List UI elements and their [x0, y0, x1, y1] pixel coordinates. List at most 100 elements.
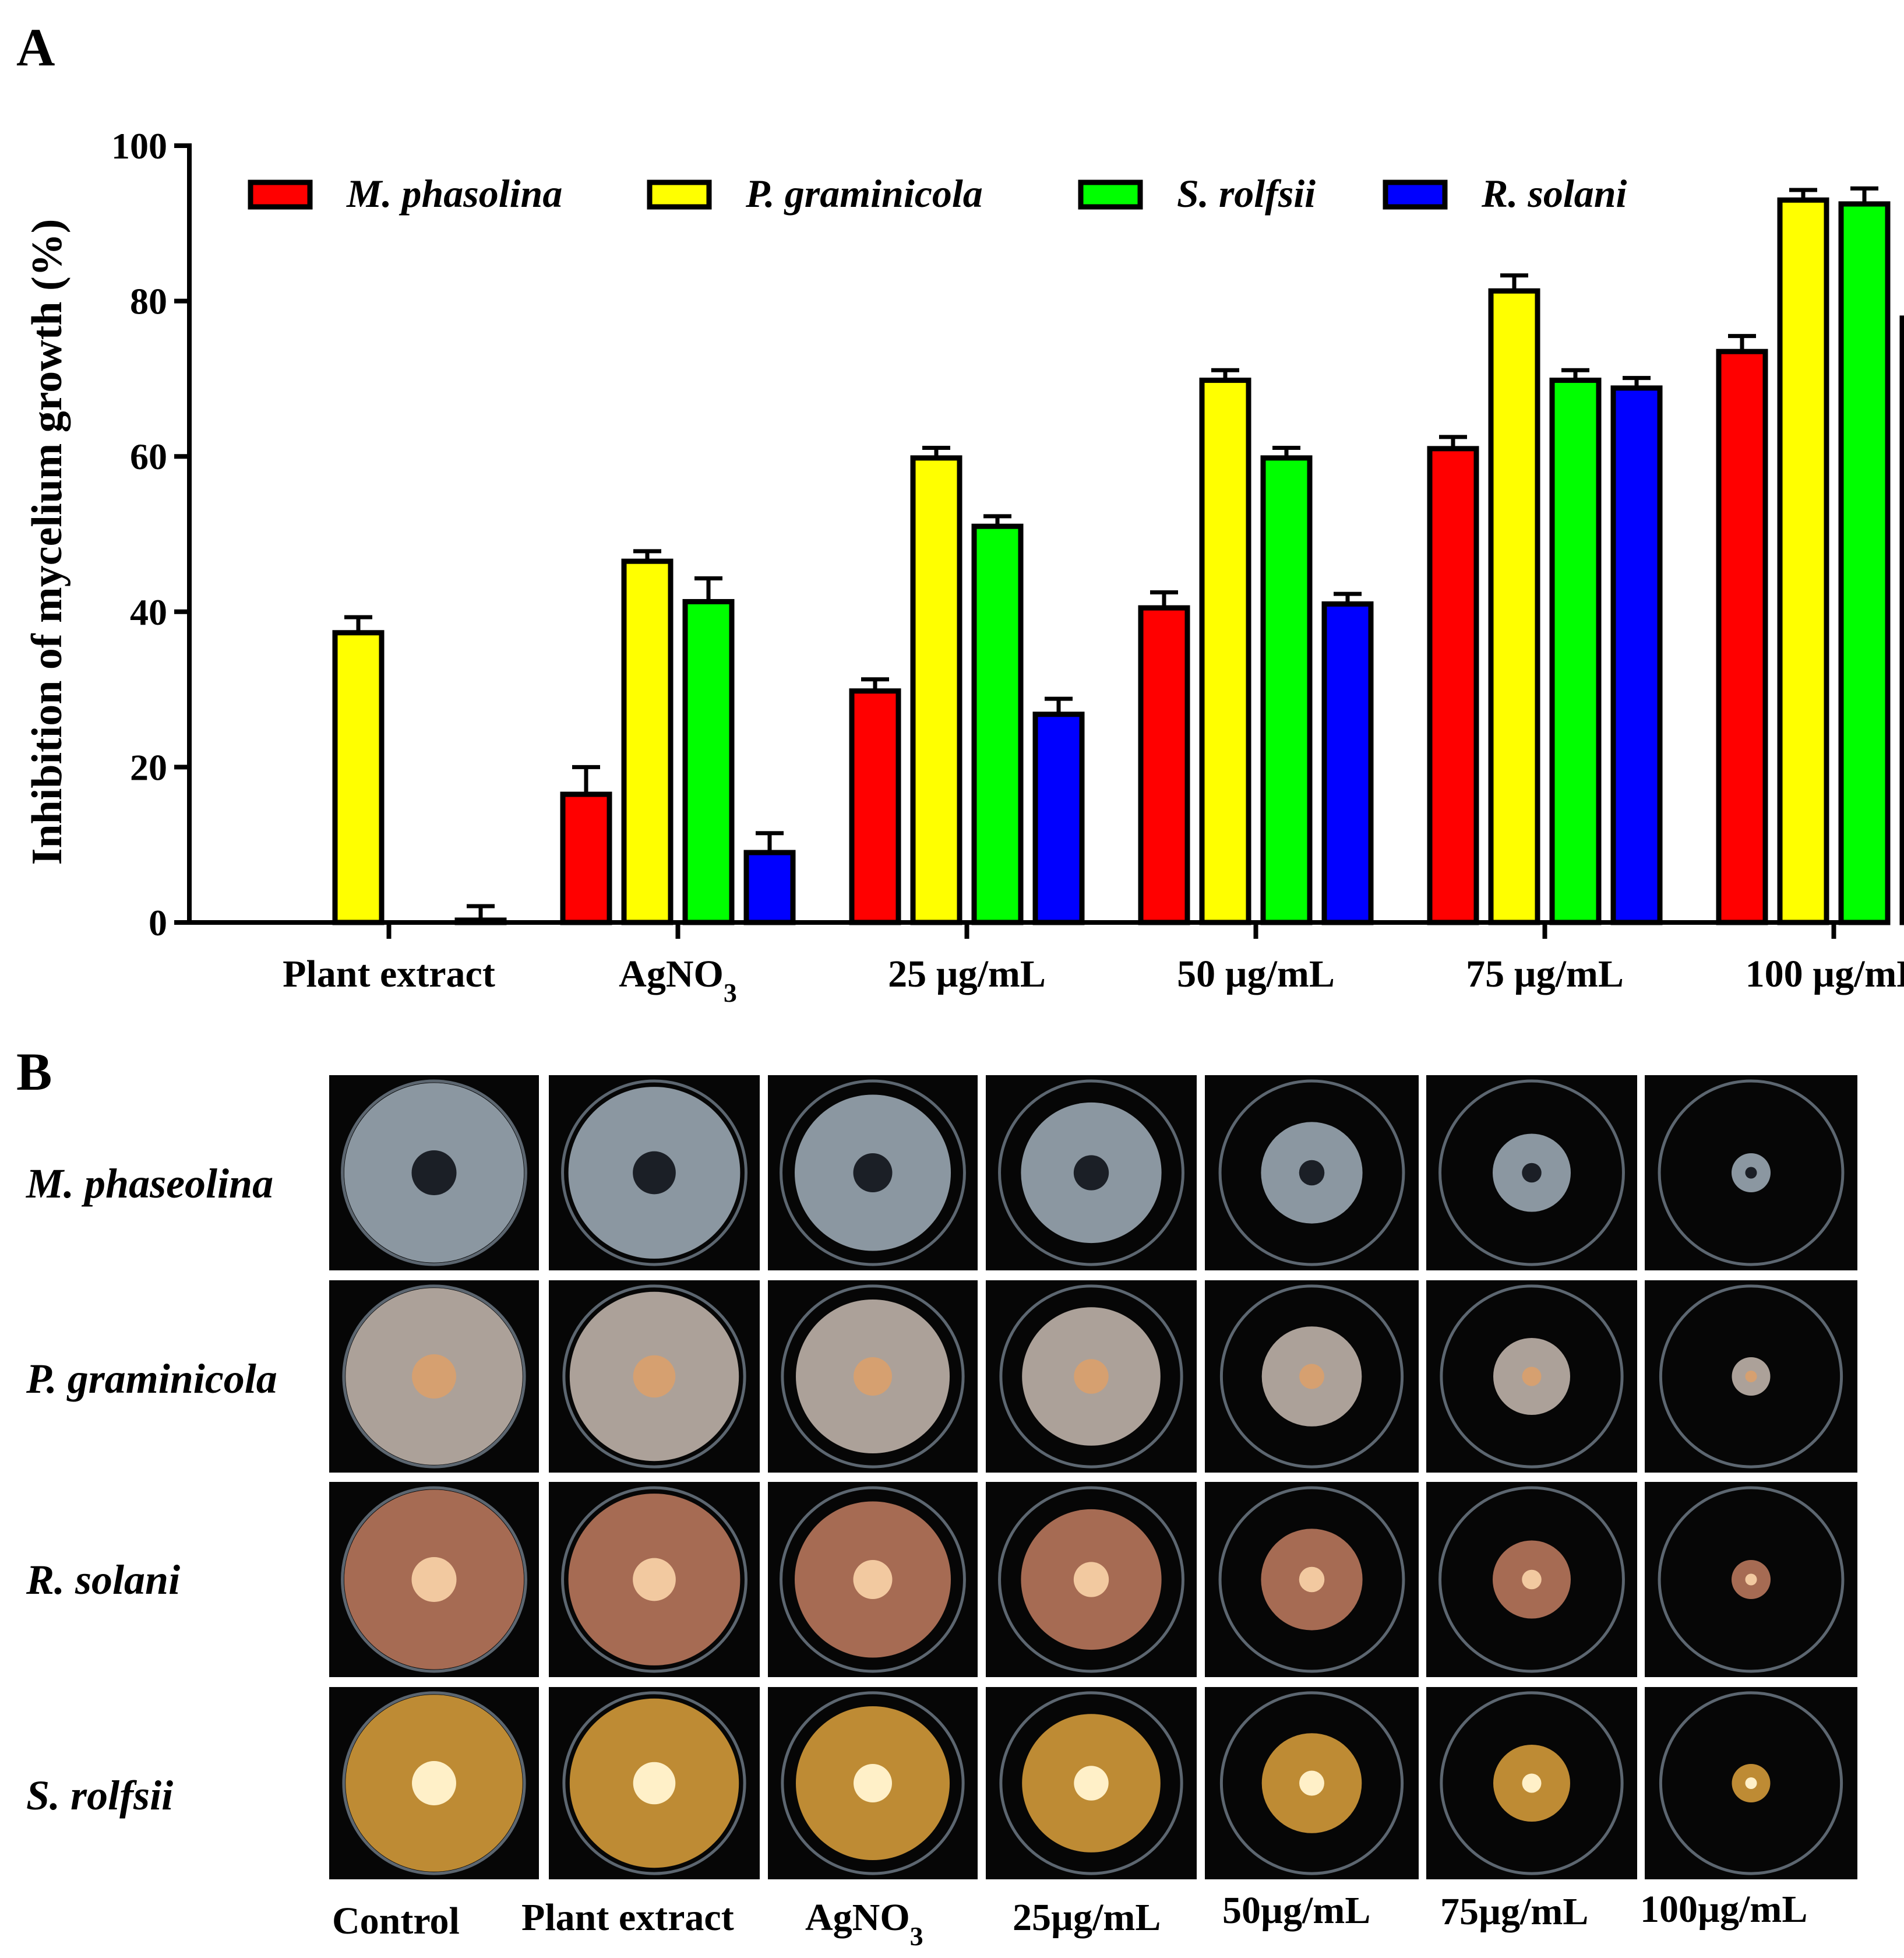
petri-dish-rim	[1658, 1079, 1845, 1266]
petri-dish-rim	[1440, 1691, 1624, 1875]
bar-p-graminicola-1	[621, 558, 674, 925]
x-tick-label: 25 µg/mL	[888, 953, 1046, 995]
colony-center	[854, 1357, 892, 1396]
colony-center	[1074, 1359, 1109, 1394]
legend-swatch	[647, 179, 712, 210]
legend-label: M. phasolina	[346, 171, 562, 216]
colony-center	[411, 1556, 457, 1603]
row-label: M. phaseolina	[26, 1160, 273, 1207]
colony-center	[1522, 1569, 1542, 1590]
legend-swatch	[1383, 179, 1448, 210]
y-axis: 0 20 40 60 80 100	[111, 125, 192, 943]
colony-center	[1299, 1160, 1325, 1186]
colony-center	[1745, 1777, 1757, 1789]
column-label: Plant extract	[521, 1896, 734, 1939]
petri-dish-rim	[1658, 1486, 1845, 1673]
petri-dish-rim	[998, 1079, 1184, 1266]
petri-dish-rim	[342, 1284, 526, 1468]
legend: M. phasolina P. graminicola S. rolfsii R. s…	[248, 171, 1627, 216]
x-tick-label-subscript: 3	[724, 978, 737, 1008]
panel-label-b: B	[16, 1042, 52, 1101]
bar-p-graminicola-3	[1199, 378, 1251, 925]
legend-label: S. rolfsii	[1177, 171, 1316, 216]
colony-center	[1299, 1770, 1324, 1796]
colony-center	[1074, 1766, 1109, 1801]
bar-s-rolfsii-4	[1549, 378, 1602, 925]
colony-center	[1299, 1364, 1324, 1389]
bar-r-solani-3	[1321, 601, 1374, 925]
colony-center	[1745, 1167, 1757, 1179]
x-axis: Plant extract AgNO3 25 µg/mL 50 µg/mL 75 µg/…	[187, 920, 1904, 1008]
petri-dish-rim	[561, 1079, 748, 1266]
bar-m-phasolina-1	[560, 791, 612, 925]
y-tick-label: 100	[111, 125, 167, 167]
colony-center	[633, 1151, 676, 1195]
petri-dish-rim	[1440, 1284, 1624, 1468]
bar-r-solani-5	[1899, 315, 1904, 925]
petri-dish-rim	[341, 1079, 527, 1266]
y-tick-label: 60	[130, 436, 167, 477]
colony-center	[633, 1355, 676, 1398]
colony-center	[1522, 1163, 1542, 1183]
x-tick-label: AgNO3	[619, 953, 737, 1008]
row-label: S. rolfsii	[26, 1772, 173, 1819]
petri-dish-rim	[781, 1691, 965, 1875]
petri-dish-rim	[1218, 1079, 1405, 1266]
petri-dish-rim	[999, 1284, 1183, 1468]
colony-center	[1073, 1562, 1109, 1597]
bar-r-solani-2	[1032, 712, 1085, 925]
petri-dish-rim	[1438, 1079, 1625, 1266]
y-tick-label: 80	[130, 281, 167, 322]
colony-center	[411, 1150, 457, 1196]
petri-dish-rim	[1659, 1284, 1843, 1468]
bar-m-phasolina-3	[1138, 605, 1190, 925]
column-label: 100µg/mL	[1640, 1888, 1807, 1931]
petri-dish-rim	[342, 1691, 526, 1875]
bar-r-solani-4	[1610, 385, 1663, 925]
colony-center	[412, 1354, 456, 1399]
colony-center	[633, 1762, 676, 1805]
petri-dish-rim	[562, 1691, 746, 1875]
y-tick-label: 20	[130, 746, 167, 788]
colony-center	[854, 1764, 892, 1802]
colony-center	[1522, 1773, 1542, 1793]
petri-dish-rim	[1438, 1486, 1625, 1673]
column-label: AgNO3	[805, 1896, 923, 1951]
bar-chart: Inhibition of mycelium growth (%) 0 20 40 6…	[23, 125, 1904, 1008]
bar-r-solani-1	[743, 850, 796, 925]
column-labels: Control Plant extract AgNO3 25µg/mL 50µg/mL 7…	[332, 1888, 1807, 1951]
bars-group	[332, 186, 1904, 925]
petri-dish-rim	[998, 1486, 1184, 1673]
column-label: 50µg/mL	[1222, 1889, 1370, 1932]
column-label: 25µg/mL	[1013, 1896, 1161, 1939]
y-tick-label: 0	[149, 902, 167, 943]
bar-s-rolfsii-3	[1260, 455, 1313, 925]
colony-center	[1745, 1371, 1757, 1382]
panel-label-a: A	[16, 17, 55, 77]
petri-dish-rim	[1659, 1691, 1843, 1875]
colony-center	[1745, 1573, 1757, 1586]
legend-swatch	[1078, 179, 1143, 210]
petri-dish-rim	[561, 1486, 748, 1673]
petri-dish-rim	[999, 1691, 1183, 1875]
column-label: 75µg/mL	[1440, 1890, 1588, 1933]
petri-dish-rim	[1219, 1284, 1404, 1468]
x-tick-label: 100 µg/mL	[1746, 953, 1904, 995]
x-tick-label: 50 µg/mL	[1177, 953, 1335, 995]
colony-center	[1299, 1566, 1325, 1593]
legend-swatch	[248, 179, 313, 210]
bar-s-rolfsii-1	[682, 598, 735, 925]
bar-s-rolfsii-2	[971, 523, 1024, 925]
x-tick-label: 75 µg/mL	[1466, 953, 1624, 995]
colony-center	[853, 1153, 893, 1192]
colony-center	[633, 1558, 676, 1601]
bar-s-rolfsii-5	[1838, 201, 1891, 925]
colony-center	[412, 1761, 456, 1805]
colony-center	[853, 1560, 893, 1599]
petri-dish-rim	[341, 1486, 527, 1673]
bar-p-graminicola-0	[332, 630, 385, 925]
photo-grid	[329, 1075, 1857, 1879]
petri-dish-rim	[562, 1284, 746, 1468]
y-axis-label: Inhibition of mycelium growth (%)	[23, 219, 71, 865]
